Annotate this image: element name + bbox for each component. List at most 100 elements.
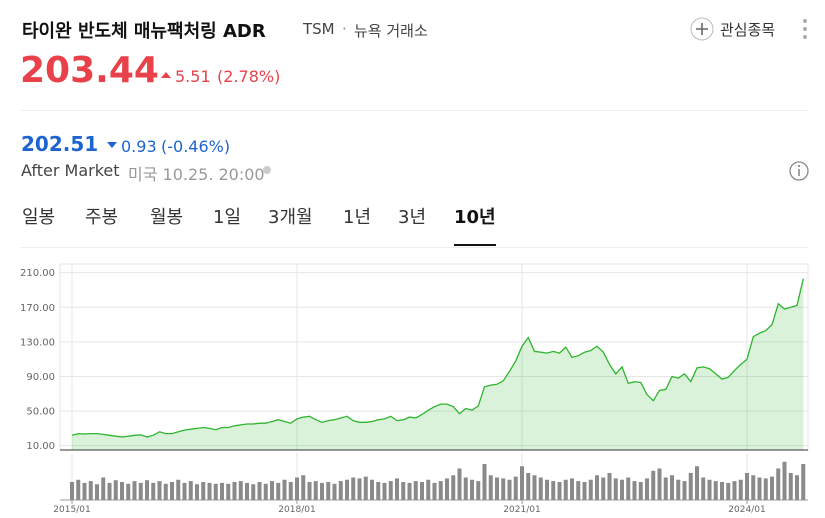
volume-bar <box>713 481 718 500</box>
x-tick-label: 2015/01 <box>53 505 90 515</box>
price: 203.44 <box>20 50 159 91</box>
period-tab[interactable]: 3년 <box>398 207 427 228</box>
volume-bar <box>251 484 256 500</box>
volume-bar <box>176 479 181 500</box>
after-change-pct: (-0.46%) <box>161 137 231 156</box>
price-line <box>71 278 804 438</box>
volume-bar <box>307 482 312 500</box>
volume-bar <box>695 466 699 500</box>
volume-bar <box>107 482 112 500</box>
volume-bar <box>101 477 106 500</box>
plot-area <box>59 263 809 451</box>
volume-bar <box>663 477 668 500</box>
volume-bar <box>407 482 412 500</box>
volume-bar <box>576 481 581 500</box>
stock-title: 타이완 반도체 매뉴팩처링 ADR <box>22 21 266 42</box>
watch-button[interactable]: 관심종목 <box>720 21 776 39</box>
volume-bar <box>188 481 193 500</box>
period-tab[interactable]: 1년 <box>343 207 372 228</box>
volume-bar <box>451 475 456 500</box>
y-tick-label: 170.00 <box>20 303 55 314</box>
volume-bar <box>70 482 74 500</box>
volume-bar <box>526 473 531 500</box>
more-icon[interactable] <box>800 17 810 41</box>
volume-bar <box>701 477 706 500</box>
y-tick-label: 50.00 <box>26 407 55 418</box>
volume-bar <box>182 482 187 500</box>
volume-bar <box>295 477 299 500</box>
volume-bar <box>801 464 806 500</box>
volume-bar <box>195 484 199 500</box>
volume-bar <box>720 482 724 500</box>
volume-bar <box>388 481 393 500</box>
volume-bar <box>788 473 793 500</box>
volume-bar <box>688 473 693 500</box>
period-tab[interactable]: 일봉 <box>22 207 56 228</box>
period-tab[interactable]: 주봉 <box>85 207 119 228</box>
x-tick-label: 2021/01 <box>503 505 540 515</box>
volume-bar <box>220 482 224 500</box>
volume-bar <box>482 464 487 500</box>
volume-bar <box>607 473 612 500</box>
separator: · <box>342 20 347 38</box>
volume-bar <box>682 481 687 500</box>
volume-bar <box>320 482 324 500</box>
volume-bar <box>776 468 781 500</box>
volume-bar <box>551 481 556 500</box>
watch-icon[interactable] <box>689 16 715 42</box>
y-tick-label: 210.00 <box>20 268 55 279</box>
price-area <box>72 278 804 450</box>
period-tab[interactable]: 3개월 <box>268 207 313 228</box>
volume-bar <box>738 479 743 500</box>
volume-bar <box>757 477 762 500</box>
info-icon[interactable] <box>788 160 810 182</box>
volume-bar <box>570 478 574 500</box>
volume-bar <box>420 482 424 500</box>
after-label: After Market <box>21 161 120 180</box>
volume-bar <box>732 481 737 500</box>
active-tab-underline <box>454 244 496 246</box>
volume-bar <box>563 479 568 500</box>
volume-bar <box>113 480 118 500</box>
volume-bar <box>501 478 506 500</box>
volume-bar <box>601 477 606 500</box>
volume-bar <box>595 475 599 500</box>
volume-bar <box>245 482 249 500</box>
volume-bar <box>651 470 656 500</box>
volume-bar <box>163 483 168 500</box>
after-time: 미국 10.25. 20:00 <box>128 165 265 184</box>
period-tab[interactable]: 월봉 <box>150 207 184 228</box>
y-tick-label: 130.00 <box>20 337 55 348</box>
volume-bar <box>213 483 218 500</box>
volume-bar <box>276 482 281 500</box>
volume-bar <box>676 479 681 500</box>
price-change: 5.51 <box>175 67 211 86</box>
volume-bar <box>201 482 206 500</box>
volume-bar <box>782 461 787 500</box>
volume-bar <box>588 479 593 500</box>
volume-bar <box>795 475 799 500</box>
volume-bar <box>745 473 749 500</box>
period-tab[interactable]: 1일 <box>213 207 242 228</box>
volume-bar <box>338 481 343 500</box>
volume-bar <box>120 482 124 500</box>
volume-bar <box>751 475 756 500</box>
volume-bar <box>232 482 237 500</box>
period-tabs: 일봉 주봉 월봉 1일 3개월 1년 3년 10년 <box>0 203 825 249</box>
volume-bar <box>145 480 149 500</box>
divider <box>20 247 808 248</box>
volume-bar <box>288 482 293 500</box>
volume-bar <box>557 482 562 500</box>
status-dot <box>263 166 271 174</box>
period-tab[interactable]: 10년 <box>454 207 496 228</box>
volume-bar <box>645 478 649 500</box>
volume-bar <box>413 481 418 500</box>
volume-bar <box>326 482 331 500</box>
price-change-pct: (2.78%) <box>217 67 281 86</box>
volume-bar <box>351 477 356 500</box>
volume-bar <box>520 466 524 500</box>
volume-bar <box>638 482 643 500</box>
volume-bar <box>238 481 243 500</box>
volume-bar <box>495 477 499 500</box>
